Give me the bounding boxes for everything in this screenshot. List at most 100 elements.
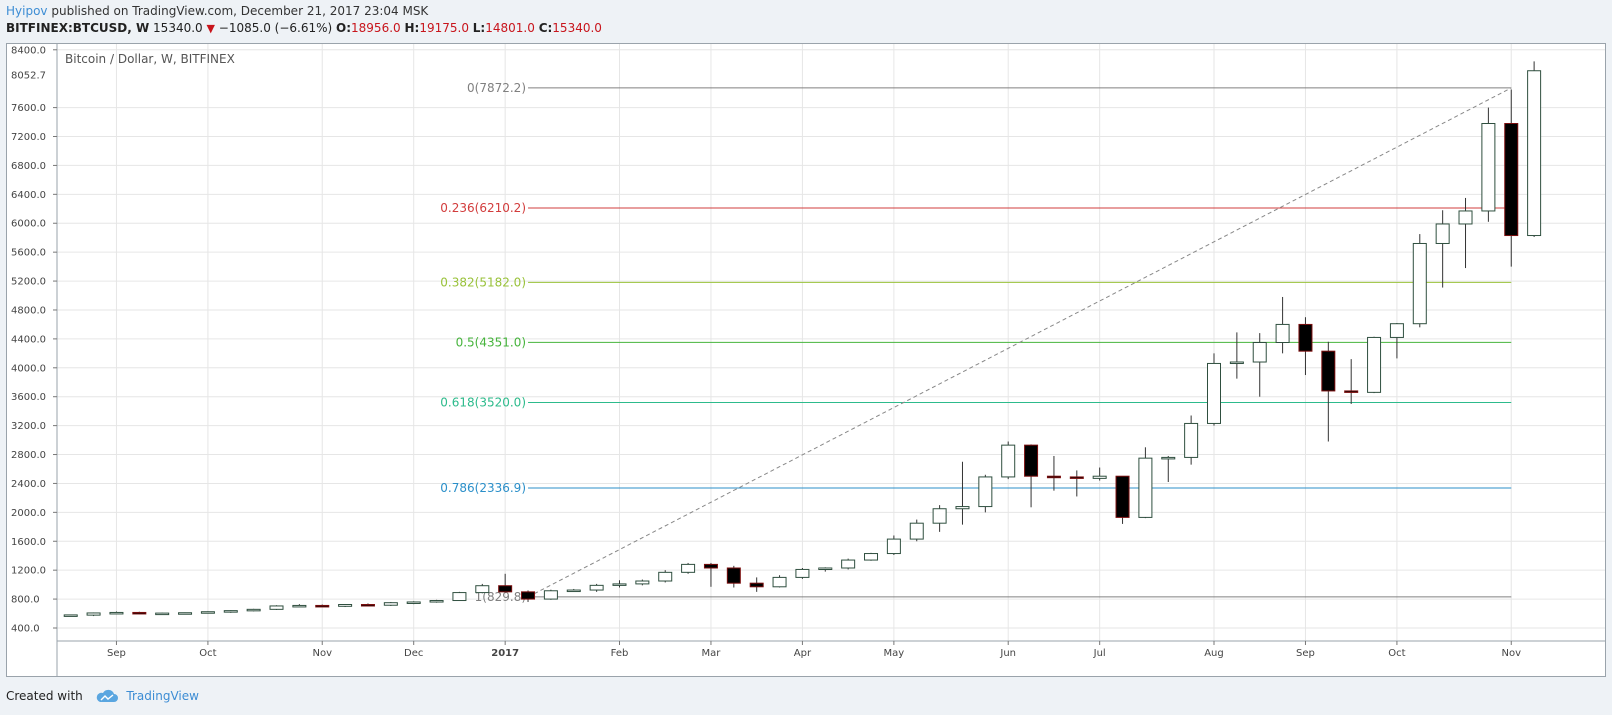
y-tick-label: 6400.0 — [11, 190, 46, 201]
x-tick-label: Nov — [1501, 648, 1521, 659]
y-tick-label: 7600.0 — [11, 103, 46, 114]
candle-up — [269, 605, 284, 610]
x-tick-label: Dec — [404, 648, 423, 659]
candle-up — [1161, 456, 1176, 460]
candle-down — [1046, 475, 1061, 479]
publish-info: Hyipov published on TradingView.com, Dec… — [6, 4, 428, 18]
fib-level-label: 0.786(2336.9) — [440, 481, 526, 495]
close-label: C: — [538, 21, 553, 35]
symbol-name: BITFINEX:BTCUSD, W — [6, 21, 150, 35]
candle-up — [818, 567, 833, 571]
candle-up — [772, 576, 787, 588]
x-tick-label: Nov — [312, 648, 332, 659]
x-tick-label: Mar — [702, 648, 722, 659]
y-tick-label: 8400.0 — [11, 45, 46, 56]
high-label: H: — [404, 21, 420, 35]
low-value: 14801.0 — [485, 21, 535, 35]
candle-down — [749, 582, 764, 588]
y-tick-label: 4000.0 — [11, 363, 46, 374]
x-tick-label: 2017 — [491, 648, 519, 659]
candle-up — [978, 476, 993, 508]
cloud-icon — [96, 689, 118, 702]
candles — [63, 61, 1542, 617]
high-value: 19175.0 — [419, 21, 469, 35]
candle-up — [246, 608, 261, 612]
candle-up — [1527, 70, 1542, 237]
candle-down — [703, 563, 718, 569]
candle-up — [338, 604, 353, 607]
y-tick-label: 6800.0 — [11, 161, 46, 172]
y-tick-label: 2000.0 — [11, 508, 46, 519]
candle-up — [1229, 361, 1244, 365]
candle-down — [1069, 476, 1084, 479]
candle-up — [452, 592, 467, 602]
candle-up — [658, 571, 673, 582]
chart-title: Bitcoin / Dollar, W, BITFINEX — [65, 52, 235, 66]
candle-down — [1321, 350, 1336, 392]
candle-down — [1024, 444, 1039, 477]
x-tick-label: Oct — [199, 648, 216, 659]
y-tick-label: 800.0 — [11, 595, 40, 606]
candle-up — [932, 508, 947, 524]
candle-down — [1115, 475, 1130, 518]
candle-up — [681, 563, 696, 573]
candle-up — [109, 611, 124, 615]
x-tick-label: May — [884, 648, 905, 659]
y-tick-label: 4400.0 — [11, 334, 46, 345]
candle-up — [1435, 223, 1450, 244]
candle-up — [1184, 422, 1199, 458]
candle-up — [200, 611, 215, 614]
fib-level-label: 0.618(3520.0) — [440, 395, 526, 409]
candle-up — [566, 589, 581, 593]
candle-up — [155, 612, 170, 616]
candle-up — [612, 583, 627, 586]
candle-up — [1206, 362, 1221, 424]
x-tick-label: Feb — [611, 648, 629, 659]
fib-trend-line — [527, 87, 1512, 598]
fib-level-label: 0.236(6210.2) — [440, 201, 526, 215]
x-tick-label: Jul — [1093, 648, 1106, 659]
tradingview-link[interactable]: TradingView — [126, 689, 199, 703]
candle-down — [132, 611, 147, 615]
y-tick-label: 400.0 — [11, 623, 40, 634]
candle-down — [521, 591, 536, 600]
candle-up — [178, 612, 193, 615]
fibonacci-retracement[interactable]: 0(7872.2) 0.236(6210.2) 0.382(5182.0) 0.5(4… — [440, 81, 1512, 604]
y-tick-label: 7200.0 — [11, 132, 46, 143]
candle-up — [406, 601, 421, 604]
chart-frame[interactable]: 0(7872.2) 0.236(6210.2) 0.382(5182.0) 0.5(4… — [6, 43, 1606, 677]
y-tick-label: 1200.0 — [11, 566, 46, 577]
y-tick-label: 2800.0 — [11, 450, 46, 461]
x-tick-label: Sep — [107, 648, 126, 659]
x-tick-label: Sep — [1296, 648, 1315, 659]
candle-down — [1344, 390, 1359, 393]
candle-up — [1481, 123, 1496, 212]
last-price: 15340.0 — [153, 21, 203, 35]
candle-down — [498, 585, 513, 593]
y-tick-label: 2400.0 — [11, 479, 46, 490]
candlestick-chart[interactable]: 0(7872.2) 0.236(6210.2) 0.382(5182.0) 0.5(4… — [7, 44, 1605, 676]
fib-level-label: 0.382(5182.0) — [440, 275, 526, 289]
candle-up — [1138, 457, 1153, 518]
open-value: 18956.0 — [351, 21, 401, 35]
y-tick-label: 4800.0 — [11, 305, 46, 316]
x-tick-label: Jun — [999, 648, 1016, 659]
candle-up — [1001, 444, 1016, 478]
price-change: −1085.0 (−6.61%) — [218, 21, 333, 35]
candle-up — [1458, 210, 1473, 225]
candle-up — [475, 585, 490, 594]
created-with-text: Created with — [6, 689, 83, 703]
x-tick-label: Apr — [794, 648, 812, 659]
candle-up — [1275, 323, 1290, 344]
candle-up — [589, 584, 604, 591]
author-link[interactable]: Hyipov — [6, 4, 48, 18]
candle-down — [315, 604, 330, 608]
candle-down — [1504, 123, 1519, 237]
candle-up — [909, 522, 924, 540]
low-label: L: — [472, 21, 486, 35]
fib-level-label: 1(829.8) — [475, 590, 526, 604]
open-label: O: — [336, 21, 352, 35]
candle-down — [726, 567, 741, 584]
candle-up — [543, 590, 558, 600]
candle-up — [635, 580, 650, 585]
